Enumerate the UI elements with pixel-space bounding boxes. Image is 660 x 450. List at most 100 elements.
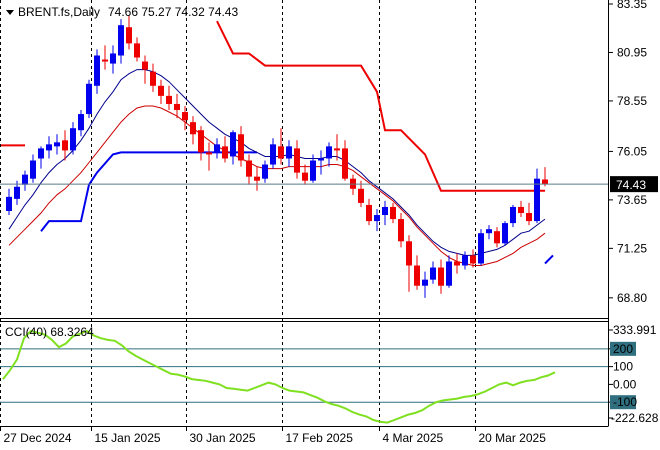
candle-body xyxy=(158,85,164,96)
slow-moving-average xyxy=(8,105,546,266)
cci-level-badge xyxy=(610,395,636,410)
candle-body xyxy=(374,215,380,222)
candle xyxy=(214,138,220,159)
candle xyxy=(118,19,124,64)
candle xyxy=(318,150,324,175)
candle-body xyxy=(486,229,492,234)
candle xyxy=(422,271,428,298)
candle xyxy=(470,249,476,268)
candle xyxy=(190,116,196,145)
candle xyxy=(254,166,260,191)
ohlc-values: 74.66 75.27 74.32 74.43 xyxy=(108,5,238,19)
candle-body xyxy=(510,206,516,224)
support-stop-line xyxy=(544,254,554,265)
current-price-label: 74.43 xyxy=(616,178,646,192)
candle xyxy=(6,188,12,216)
candle xyxy=(246,154,252,185)
candle-body xyxy=(174,103,180,111)
candle xyxy=(310,154,316,183)
candle xyxy=(182,105,188,131)
candle-body xyxy=(294,148,300,173)
time-label: 27 Dec 2024 xyxy=(4,431,72,445)
candle-body xyxy=(494,231,500,244)
support-stop-line xyxy=(40,151,257,232)
cci-tick-label: -222.628 xyxy=(611,411,659,425)
symbol-label: BRENT.fs,Daily xyxy=(18,5,100,19)
candle xyxy=(342,140,348,181)
candle xyxy=(94,49,100,94)
candle xyxy=(430,261,436,284)
candle xyxy=(398,213,404,248)
candle xyxy=(406,235,412,292)
candle xyxy=(438,259,444,294)
candle-body xyxy=(342,148,348,179)
candle xyxy=(54,134,60,155)
candle-body xyxy=(166,95,172,104)
candle xyxy=(518,200,524,218)
candle-body xyxy=(22,174,28,185)
candle-body xyxy=(302,172,308,181)
cci-tick-label: 100 xyxy=(613,360,633,374)
candle-body xyxy=(366,204,372,222)
candle-body xyxy=(222,146,228,159)
candle xyxy=(366,198,372,226)
price-tick-label: 76.05 xyxy=(617,144,647,158)
cci-level-badge xyxy=(610,341,636,356)
candle-body xyxy=(134,43,140,58)
fast-moving-average xyxy=(8,69,546,256)
collapse-triangle-icon[interactable] xyxy=(6,10,14,15)
candle xyxy=(134,37,140,62)
candle-body xyxy=(414,265,420,286)
candle-body xyxy=(478,233,484,264)
price-tick-label: 78.55 xyxy=(617,94,647,108)
candle xyxy=(70,122,76,155)
time-label: 20 Mar 2025 xyxy=(479,431,547,445)
candle xyxy=(270,138,276,169)
current-price-box xyxy=(610,176,658,193)
candle xyxy=(334,134,340,161)
candle xyxy=(278,128,284,165)
candle-body xyxy=(206,152,212,155)
candle xyxy=(454,253,460,274)
candle-body xyxy=(150,71,156,86)
grid-layer xyxy=(0,0,476,426)
candle-body xyxy=(54,142,60,147)
candle-body xyxy=(358,188,364,203)
candle-body xyxy=(94,55,100,86)
candle xyxy=(382,200,388,226)
time-axis: 27 Dec 2024 15 Jan 2025 30 Jan 2025 17 Feb … xyxy=(0,426,547,445)
cci-tick-label: 333.991 xyxy=(613,323,657,337)
candle xyxy=(78,110,84,137)
candle xyxy=(262,160,268,183)
price-axis: 83.35 80.95 78.55 76.05 73.65 71.25 68.80 xyxy=(608,0,647,305)
candle xyxy=(62,130,68,161)
candle-body xyxy=(518,206,524,214)
candle-body xyxy=(126,27,132,44)
candle-body xyxy=(38,148,44,159)
candle-body xyxy=(326,146,332,159)
candle xyxy=(102,45,108,70)
candle xyxy=(510,204,516,228)
candle-body xyxy=(318,158,324,161)
candle xyxy=(22,170,28,191)
candle xyxy=(198,126,204,161)
candle-body xyxy=(6,196,12,211)
candle xyxy=(502,221,508,246)
price-tick-label: 71.25 xyxy=(617,241,647,255)
candle xyxy=(126,15,132,50)
candle-body xyxy=(86,83,92,115)
candle-body xyxy=(286,146,292,159)
cci-axis: 333.991 200 100 0.00 -100 -222.628 xyxy=(608,323,659,425)
trailing-stop-lines xyxy=(1,20,554,265)
candle xyxy=(478,229,484,266)
candle xyxy=(494,227,500,248)
candle xyxy=(166,85,172,111)
candle xyxy=(446,255,452,288)
candle xyxy=(38,146,44,169)
candle-body xyxy=(102,59,108,62)
candle-body xyxy=(398,219,404,242)
candle-body xyxy=(310,160,316,181)
candle xyxy=(534,168,540,224)
candle-body xyxy=(422,279,428,286)
